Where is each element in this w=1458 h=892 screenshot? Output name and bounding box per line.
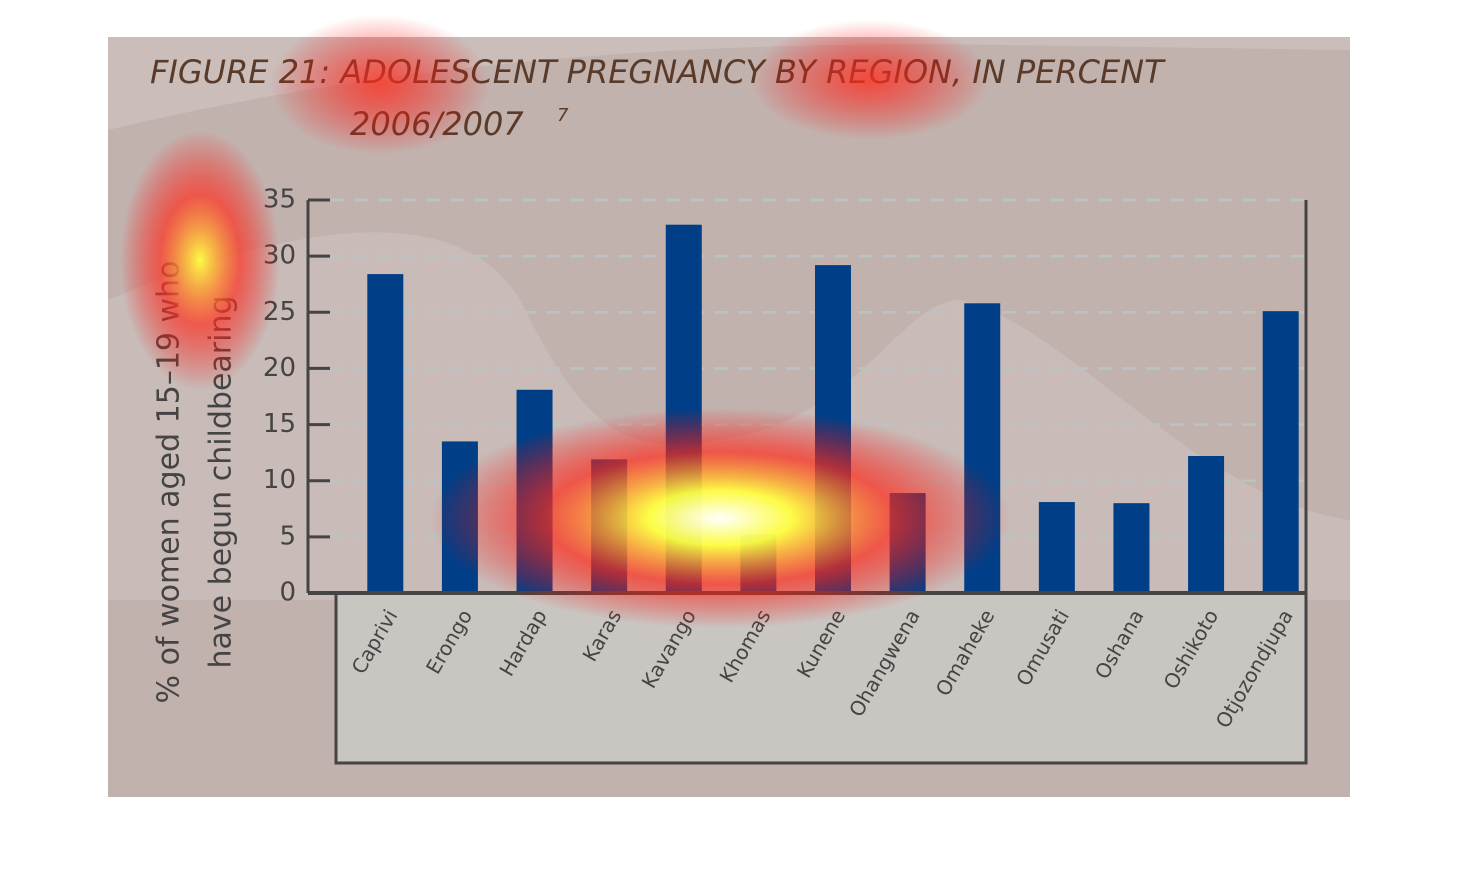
bar (1262, 311, 1299, 593)
y-tick-label: 15 (263, 409, 296, 439)
bar (367, 274, 404, 593)
footnote-marker: 7 (557, 105, 569, 126)
bar (1038, 502, 1075, 593)
y-tick-label: 5 (279, 521, 296, 551)
label-box (334, 591, 1308, 765)
heat-spot (270, 15, 490, 155)
y-tick-label: 0 (279, 578, 296, 608)
y-tick-label: 20 (263, 353, 296, 383)
heat-spot (750, 20, 990, 140)
heat-spot (430, 408, 1010, 628)
heat-spot (120, 130, 280, 390)
bar (1188, 456, 1225, 593)
heatmap (120, 15, 1010, 628)
bar (1113, 503, 1150, 593)
y-tick-label: 10 (263, 465, 296, 495)
